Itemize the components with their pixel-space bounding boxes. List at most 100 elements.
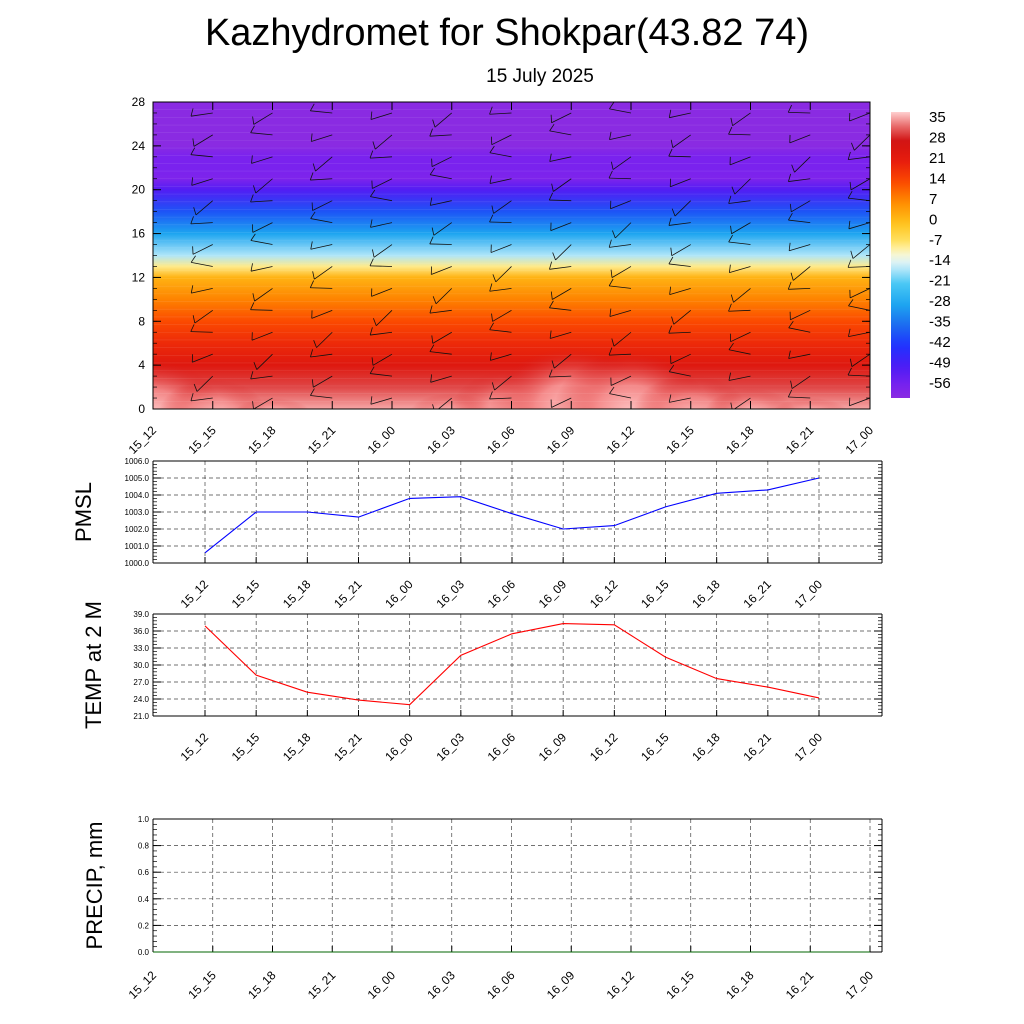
wind-barb-shaft: [848, 222, 870, 230]
wind-barb: [250, 194, 273, 203]
wind-barb-flag: [671, 316, 675, 325]
wind-barb: [609, 131, 632, 141]
surface-warm-contour: [553, 351, 709, 409]
wind-barb-shaft: [549, 375, 572, 378]
wind-barb: [552, 244, 572, 261]
wind-barb-shaft: [489, 178, 512, 184]
wind-barb-shaft: [153, 178, 154, 179]
wind-barb: [788, 321, 811, 333]
wind-barb: [251, 222, 273, 233]
wind-barb-shaft: [550, 331, 572, 339]
wind-barb-flag: [728, 342, 734, 350]
wind-barb-flag: [429, 236, 434, 245]
wind-barb-flag: [549, 261, 553, 270]
wind-barb-shaft: [850, 178, 870, 191]
wind-barb-flag: [788, 321, 794, 329]
heatmap-ytick-label: 24: [132, 139, 146, 153]
wind-barb-shaft: [435, 288, 453, 305]
wind-barb-shaft: [609, 134, 632, 141]
heatmap-ytick-label: 8: [138, 314, 145, 328]
xtick-label: 16_18: [723, 968, 757, 1002]
ytick-label: 1004.0: [125, 491, 150, 500]
xtick-label: 16_03: [424, 968, 458, 1002]
wind-barb: [549, 153, 572, 162]
wind-barb-shaft: [730, 331, 751, 343]
wind-barb: [849, 353, 870, 367]
ytick-label: 27.0: [133, 678, 149, 687]
heatmap-ytick-label: 12: [132, 270, 146, 284]
wind-barb-shaft: [673, 310, 692, 325]
wind-barb-flag: [730, 225, 732, 234]
wind-barb-flag: [670, 139, 674, 148]
wind-barb: [489, 283, 512, 292]
ytick-label: 1003.0: [125, 508, 150, 517]
heatmap-xtick-label: 16_00: [365, 423, 399, 457]
wind-barb: [490, 134, 512, 146]
wind-barb-shaft: [489, 221, 512, 224]
wind-barb: [728, 303, 751, 312]
wind-barb-shaft: [849, 112, 870, 122]
heatmap-xtick-label: 16_09: [544, 423, 578, 457]
wind-barb-shaft: [551, 112, 572, 124]
wind-barb-shaft: [369, 265, 393, 267]
wind-barb-shaft: [728, 200, 751, 204]
wind-barb-flag: [787, 104, 793, 113]
wind-barb-shaft: [848, 156, 870, 161]
wind-barb-flag: [791, 164, 795, 173]
wind-barb-flag: [192, 315, 196, 324]
wind-barb-flag: [432, 119, 436, 128]
wind-barb: [551, 353, 572, 369]
xtick-label: 15_12: [126, 968, 160, 1002]
wind-barb: [250, 233, 273, 245]
wind-barb: [153, 353, 154, 355]
wind-barb-flag: [787, 281, 792, 290]
wind-barb-flag: [848, 328, 851, 337]
wind-barb: [311, 309, 333, 319]
colorbar-tick-label: -28: [929, 293, 951, 310]
wind-barb-flag: [668, 256, 674, 265]
wind-barb-shaft: [371, 288, 393, 297]
wind-barb-flag: [250, 371, 254, 380]
wind-barb-flag: [731, 186, 736, 195]
wind-barb-flag: [489, 106, 493, 115]
xtick-label: 16_00: [382, 730, 416, 764]
wind-barb-flag: [669, 286, 672, 295]
wind-barb: [429, 305, 452, 314]
wind-barb: [728, 342, 751, 355]
wind-barb: [193, 375, 214, 392]
heatmap-ytick-label: 20: [132, 183, 146, 197]
heatmap-xtick-label: 16_21: [783, 423, 817, 457]
wind-barb-shaft: [489, 287, 512, 292]
wind-barb-shaft: [848, 197, 870, 202]
wind-barb: [153, 156, 154, 158]
wind-barb: [611, 156, 632, 170]
wind-barb: [609, 102, 632, 114]
wind-barb-flag: [250, 302, 255, 310]
wind-barb-shaft: [728, 133, 751, 136]
wind-barb: [190, 147, 213, 158]
colorbar-tick-label: -21: [929, 273, 951, 290]
wind-barb: [790, 266, 811, 281]
wind-barb-shaft: [153, 287, 154, 289]
wind-barb-shaft: [669, 288, 691, 295]
wind-barb-shaft: [791, 375, 811, 389]
wind-barb-flag: [310, 133, 313, 142]
heatmap-xtick-label: 16_12: [604, 423, 638, 457]
wind-barb-flag: [370, 189, 376, 197]
wind-barb-flag: [728, 126, 733, 135]
axis-ylabel: TEMP at 2 M: [81, 601, 106, 729]
wind-barb: [369, 366, 393, 377]
wind-barb: [668, 256, 691, 267]
wind-barb-shaft: [370, 112, 393, 120]
xtick-label: 17_00: [792, 730, 826, 764]
wind-barb-shaft: [491, 134, 512, 146]
heatmap-ytick-label: 4: [138, 358, 145, 372]
wind-barb: [312, 156, 333, 172]
wind-barb: [729, 156, 751, 166]
wind-barb-shaft: [195, 200, 214, 216]
ytick-label: 1005.0: [125, 474, 150, 483]
wind-barb: [153, 332, 154, 333]
wind-barb: [489, 352, 512, 361]
wind-barb: [608, 170, 632, 180]
wind-barb: [311, 200, 333, 211]
